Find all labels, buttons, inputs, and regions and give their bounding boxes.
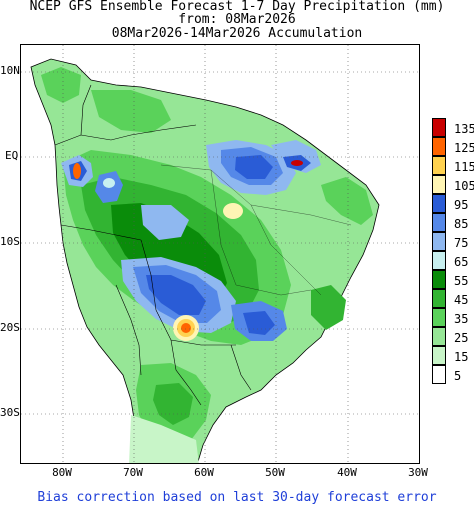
precip-35-venezuela (91, 90, 171, 133)
lon-label-80w: 80W (52, 466, 72, 479)
precip-105-north (223, 203, 243, 219)
legend-label-135: 135 (454, 122, 474, 136)
precip-75-central (141, 205, 189, 240)
legend-swatch-125 (432, 137, 446, 156)
precip-125-west (73, 163, 81, 179)
legend-swatch-65 (432, 251, 446, 270)
precip-45-north-coast (41, 67, 81, 103)
accumulation-period: 08Mar2026-14Mar2026 Accumulation (111, 26, 363, 41)
legend-swatch-45 (432, 289, 446, 308)
legend-swatch-95 (432, 194, 446, 213)
lat-label-10s: 10S (0, 235, 20, 248)
precip-95-pantanal (146, 275, 206, 315)
legend-label-75: 75 (454, 236, 469, 250)
map-title: NCEP GFS Ensemble Forecast 1-7 Day Preci… (29, 0, 445, 14)
lon-label-30w: 30W (408, 466, 428, 479)
legend-swatch-5 (432, 365, 446, 384)
lon-label-60w: 60W (194, 466, 214, 479)
legend-label-55: 55 (454, 274, 469, 288)
lat-label-20s: 20S (0, 321, 20, 334)
grid-lines (21, 45, 419, 463)
legend-swatch-35 (432, 308, 446, 327)
precip-135-coast (291, 160, 303, 166)
legend-swatch-105 (432, 175, 446, 194)
lat-label-eq: EQ (5, 149, 19, 162)
precipitation-map (20, 44, 420, 464)
legend-label-65: 65 (454, 255, 469, 269)
forecast-start-date: from: 08Mar2026 (178, 12, 296, 27)
legend-swatch-75 (432, 232, 446, 251)
legend-label-5: 5 (454, 369, 462, 383)
lon-label-50w: 50W (265, 466, 285, 479)
legend-label-85: 85 (454, 217, 469, 231)
legend-label-15: 15 (454, 350, 469, 364)
state-borders (160, 164, 352, 296)
legend-swatch-85 (432, 213, 446, 232)
legend-label-95: 95 (454, 198, 469, 212)
legend-label-45: 45 (454, 293, 469, 307)
country-borders (54, 84, 252, 406)
precip-95-southeast (243, 311, 275, 335)
precip-45-east (311, 285, 346, 330)
precipitation-map-canvas (21, 45, 419, 463)
precip-45-south (153, 383, 193, 425)
lon-label-40w: 40W (337, 466, 357, 479)
legend-label-35: 35 (454, 312, 469, 326)
legend-swatch-55 (432, 270, 446, 289)
legend-label-105: 105 (454, 179, 474, 193)
legend-swatch-115 (432, 156, 446, 175)
precip-45-northeast (321, 177, 373, 225)
legend-label-115: 115 (454, 160, 474, 174)
lon-label-70w: 70W (123, 466, 143, 479)
lat-label-10n: 10N (0, 64, 20, 77)
precip-95-north (235, 155, 273, 179)
precip-15-far-south (129, 415, 199, 463)
legend-label-125: 125 (454, 141, 474, 155)
precip-125-pantanal (181, 323, 191, 333)
lat-label-30s: 30S (0, 406, 20, 419)
precip-65-west (103, 178, 115, 188)
bias-correction-note: Bias correction based on last 30-day for… (37, 490, 437, 505)
legend-swatch-15 (432, 346, 446, 365)
legend-swatch-25 (432, 327, 446, 346)
legend-swatch-135 (432, 118, 446, 137)
legend-label-25: 25 (454, 331, 469, 345)
